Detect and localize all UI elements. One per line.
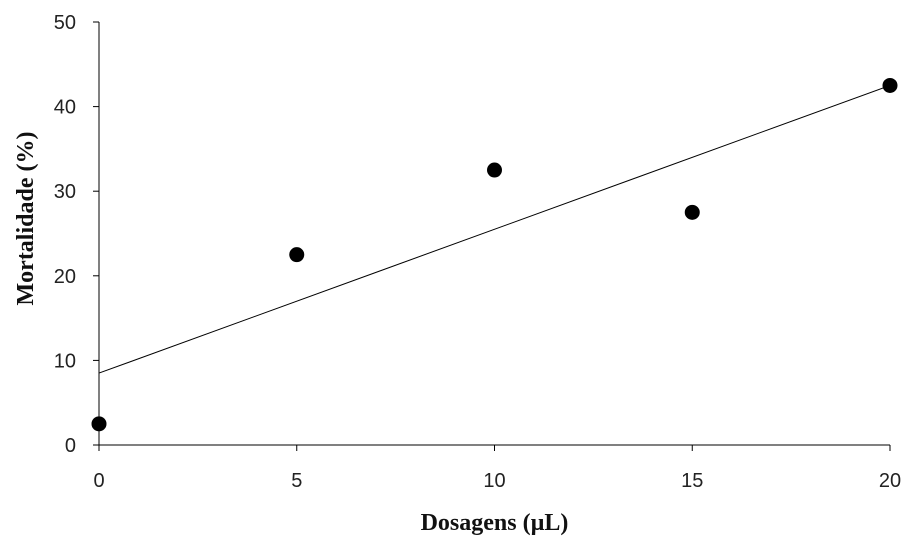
- data-point: [289, 247, 305, 263]
- y-tick-label: 0: [65, 435, 76, 457]
- y-tick-label: 30: [54, 181, 76, 203]
- y-tick-label: 50: [54, 12, 76, 34]
- data-point: [684, 204, 700, 220]
- data-point: [91, 416, 107, 432]
- y-tick-label: 40: [54, 97, 76, 119]
- axes: [98, 22, 890, 446]
- x-tick-label: 5: [291, 470, 302, 492]
- x-tick-label: 15: [681, 470, 703, 492]
- y-tick-labels: 0 10 20 30 40 50: [54, 12, 99, 457]
- data-points: [91, 77, 898, 432]
- x-tick-label: 20: [879, 470, 901, 492]
- x-tick-labels: 0 5 10 15 20: [93, 445, 901, 492]
- data-point: [882, 77, 898, 93]
- x-tick-label: 10: [483, 470, 505, 492]
- linear-trendline: [98, 84, 891, 374]
- y-axis-title: Mortalidade (%): [13, 132, 39, 306]
- x-axis-title: Dosagens (µL): [421, 510, 569, 536]
- x-tick-label: 0: [93, 470, 104, 492]
- y-tick-label: 10: [54, 350, 76, 372]
- data-point: [487, 162, 502, 178]
- y-tick-label: 20: [54, 266, 76, 288]
